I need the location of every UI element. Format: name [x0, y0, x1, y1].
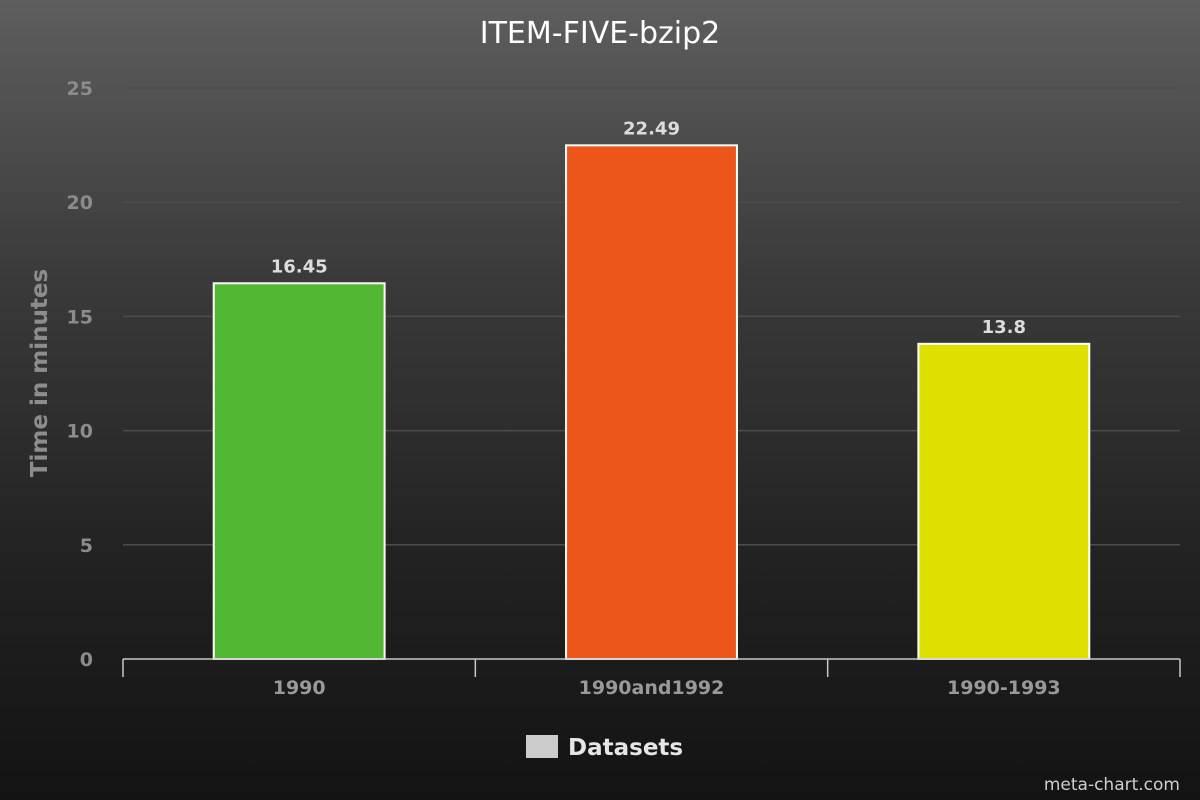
- bar-1990[interactable]: [212, 282, 386, 660]
- bar-1990-1993[interactable]: [917, 342, 1091, 660]
- y-tick-label: 0: [80, 649, 93, 671]
- legend-label: Datasets: [568, 735, 683, 761]
- bar-1990and1992[interactable]: [565, 144, 738, 660]
- y-tick-label: 10: [67, 421, 93, 443]
- x-tick-label: 1990-1993: [947, 677, 1061, 699]
- x-tick-label: 1990: [273, 677, 326, 699]
- legend[interactable]: Datasets: [526, 735, 683, 761]
- y-tick-label: 5: [80, 535, 93, 557]
- chart-title: ITEM-FIVE-bzip2: [480, 16, 721, 51]
- legend-swatch: [526, 735, 558, 758]
- bars: 16.45 22.49 13.8: [212, 118, 1091, 660]
- data-label: 16.45: [271, 256, 328, 277]
- x-tick-label: 1990and1992: [579, 677, 725, 699]
- y-tick-label: 20: [67, 192, 93, 214]
- y-axis-ticks: 0 5 10 15 20 25: [67, 78, 93, 671]
- x-axis: 1990 1990and1992 1990-1993: [122, 658, 1181, 699]
- credit-text[interactable]: meta-chart.com: [1044, 775, 1180, 795]
- data-label: 22.49: [623, 118, 680, 139]
- data-label: 13.8: [982, 317, 1026, 338]
- y-tick-label: 15: [67, 306, 93, 328]
- y-axis-label: Time in minutes: [27, 269, 53, 477]
- y-tick-label: 25: [67, 78, 93, 100]
